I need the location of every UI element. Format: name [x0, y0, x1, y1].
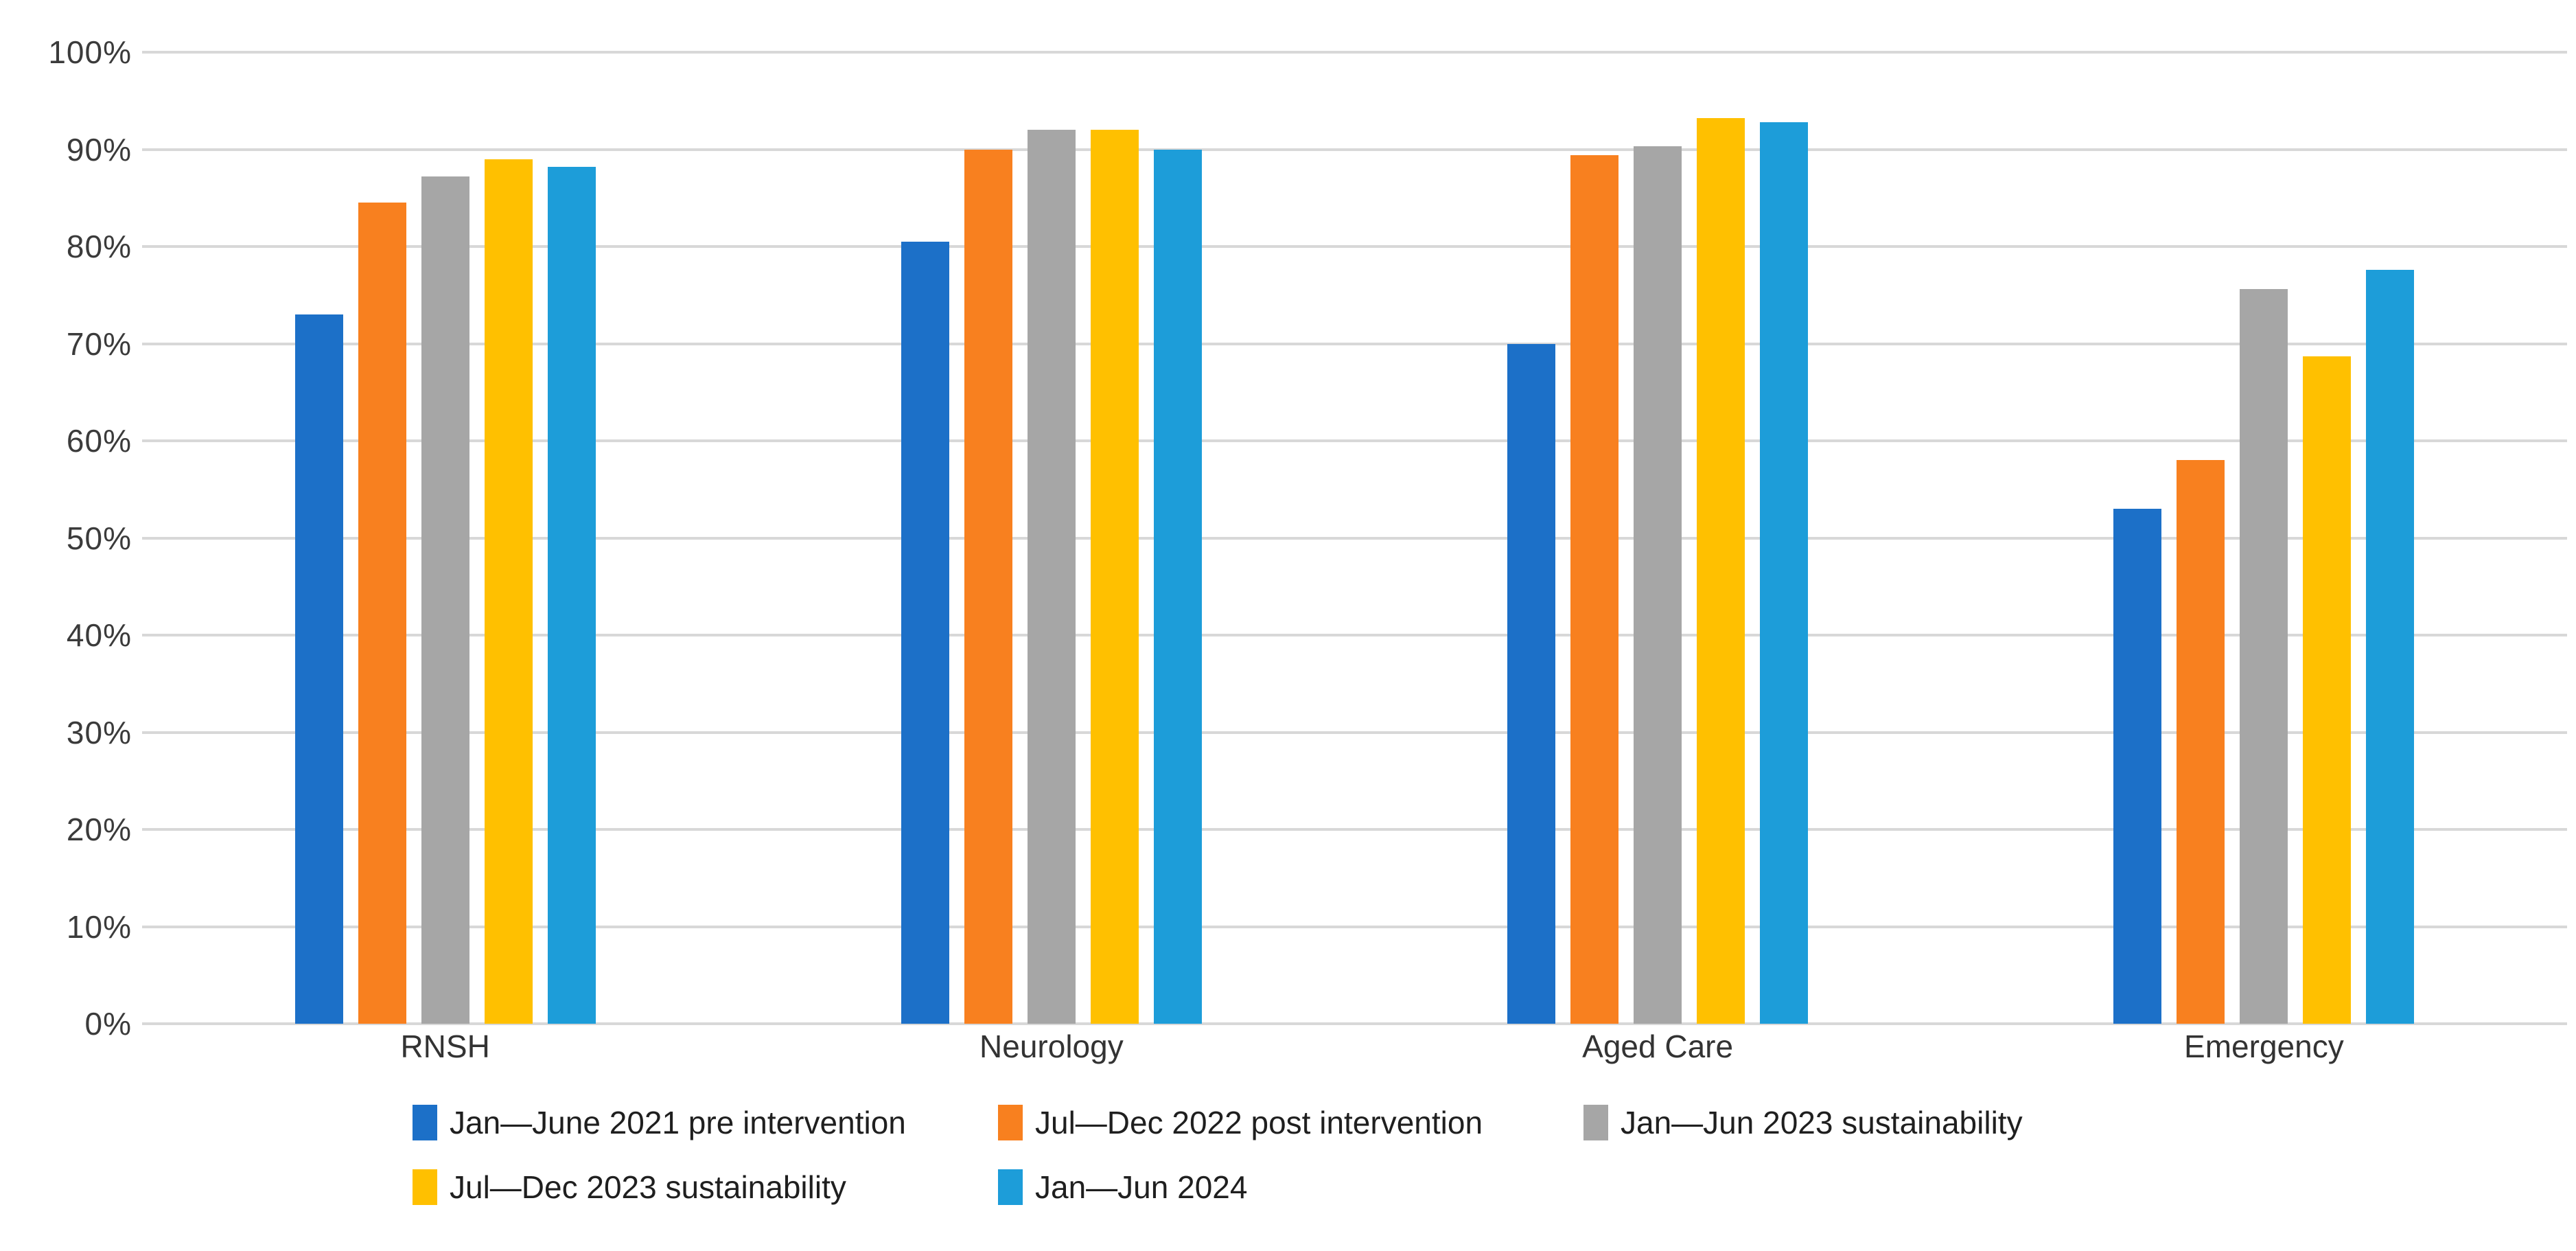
- y-tick-label-40: 40%: [66, 617, 132, 653]
- bar-groups: [142, 52, 2567, 1024]
- gridline-10: [142, 925, 2567, 928]
- x-category-label-rnsh: RNSH: [400, 1029, 490, 1064]
- legend-label: Jan—June 2021 pre intervention: [450, 1105, 906, 1140]
- gridline-0: [142, 1022, 2567, 1025]
- bar-rnsh-jan-jun-2023-sustainability: [421, 176, 469, 1024]
- bar-aged-care-jan-jun-2023-sustainability: [1634, 146, 1682, 1024]
- bar-aged-care-jul-dec-2022-post-intervention: [1570, 155, 1619, 1024]
- legend-marker-icon: [1583, 1105, 1608, 1140]
- gridline-40: [142, 634, 2567, 636]
- bar-neurology-jul-dec-2023-sustainability: [1090, 130, 1139, 1024]
- legend: Jan—June 2021 pre intervention Jul—Dec 20…: [413, 1104, 2197, 1206]
- bar-neurology-jan-jun-2024: [1153, 149, 1202, 1024]
- legend-item-jan-jun-2024: Jan—Jun 2024: [998, 1169, 1583, 1206]
- plot-area: [142, 51, 2567, 1025]
- bar-aged-care-jan-jun-2024: [1760, 122, 1809, 1024]
- legend-marker-icon: [413, 1169, 437, 1205]
- bar-aged-care-jul-dec-2023-sustainability: [1697, 118, 1745, 1024]
- y-tick-label-20: 20%: [66, 812, 132, 847]
- bar-rnsh-jul-dec-2023-sustainability: [484, 159, 533, 1024]
- y-tick-label-70: 70%: [66, 325, 132, 362]
- bar-group-neurology: [748, 52, 1354, 1024]
- legend-label: Jan—Jun 2024: [1035, 1169, 1248, 1205]
- legend-label: Jan—Jun 2023 sustainability: [1621, 1105, 2023, 1140]
- x-axis-labels: RNSH Neurology Aged Care Emergency: [142, 1028, 2567, 1065]
- y-tick-label-90: 90%: [66, 131, 132, 168]
- bar-neurology-jan-june-2021-pre-intervention: [901, 241, 949, 1024]
- legend-item-jan-jun-2023-sustainability: Jan—Jun 2023 sustainability: [1583, 1104, 2169, 1141]
- x-category-label-neurology: Neurology: [979, 1029, 1124, 1064]
- gridline-80: [142, 245, 2567, 248]
- bar-group-aged-care: [1355, 52, 1961, 1024]
- bar-rnsh-jan-jun-2024: [547, 166, 596, 1024]
- legend-marker-icon: [413, 1105, 437, 1140]
- y-tick-label-10: 10%: [66, 908, 132, 945]
- bar-emergency-jan-jun-2024: [2366, 269, 2415, 1024]
- y-tick-label-50: 50%: [66, 520, 132, 556]
- legend-item-jul-dec-2022-post-intervention: Jul—Dec 2022 post intervention: [998, 1104, 1583, 1141]
- bar-aged-care-jan-june-2021-pre-intervention: [1507, 343, 1556, 1024]
- x-category-label-emergency: Emergency: [2184, 1029, 2344, 1064]
- y-tick-label-60: 60%: [66, 423, 132, 459]
- y-tick-label-30: 30%: [66, 714, 132, 750]
- legend-marker-icon: [998, 1105, 1023, 1140]
- gridline-90: [142, 148, 2567, 151]
- legend-marker-icon: [998, 1169, 1023, 1205]
- legend-item-jul-dec-2023-sustainability: Jul—Dec 2023 sustainability: [413, 1169, 998, 1206]
- bar-group-emergency: [1961, 52, 2567, 1024]
- bar-rnsh-jul-dec-2022-post-intervention: [358, 203, 406, 1024]
- bar-emergency-jul-dec-2023-sustainability: [2303, 356, 2352, 1024]
- bar-neurology-jul-dec-2022-post-intervention: [964, 149, 1012, 1024]
- bar-group-rnsh: [142, 52, 748, 1024]
- gridline-20: [142, 828, 2567, 831]
- bar-emergency-jan-jun-2023-sustainability: [2240, 289, 2288, 1024]
- legend-label: Jul—Dec 2023 sustainability: [450, 1169, 846, 1205]
- bar-emergency-jul-dec-2022-post-intervention: [2177, 460, 2225, 1024]
- legend-label: Jul—Dec 2022 post intervention: [1035, 1105, 1483, 1140]
- y-tick-label-100: 100%: [48, 34, 132, 70]
- legend-item-jan-june-2021-pre-intervention: Jan—June 2021 pre intervention: [413, 1104, 998, 1141]
- gridline-100: [142, 51, 2567, 54]
- gridline-70: [142, 342, 2567, 345]
- y-tick-label-0: 0%: [84, 1006, 132, 1042]
- gridline-30: [142, 731, 2567, 734]
- y-axis-labels: 0% 10% 20% 30% 40% 50% 60% 70% 80% 90% 100%: [0, 34, 132, 1042]
- bar-neurology-jan-jun-2023-sustainability: [1027, 130, 1076, 1024]
- gridline-50: [142, 536, 2567, 540]
- x-category-label-aged-care: Aged Care: [1582, 1029, 1734, 1064]
- bar-rnsh-jan-june-2021-pre-intervention: [294, 314, 343, 1024]
- gridline-60: [142, 439, 2567, 442]
- bar-emergency-jan-june-2021-pre-intervention: [2113, 509, 2162, 1024]
- y-tick-label-80: 80%: [66, 229, 132, 264]
